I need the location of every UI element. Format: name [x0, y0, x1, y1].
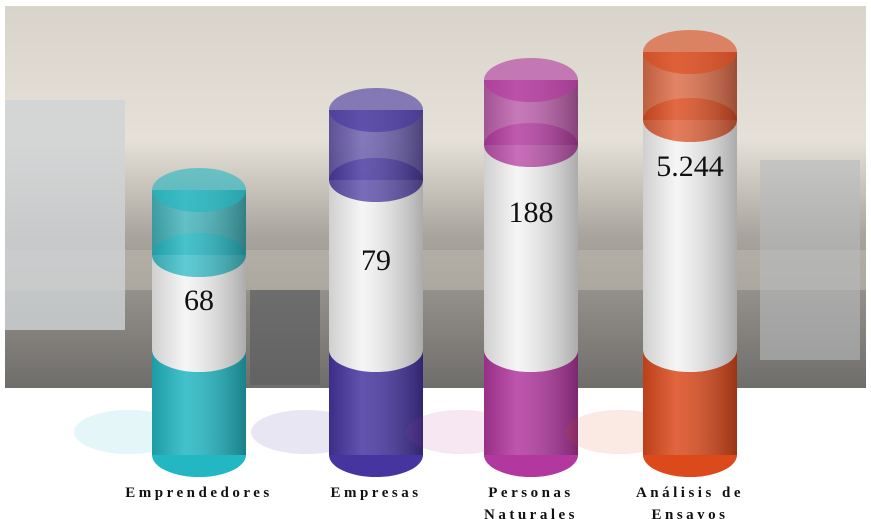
equipment	[5, 100, 125, 330]
cylinder-cap	[329, 88, 423, 132]
category-label: Empresas	[330, 485, 421, 501]
cylinder-cap	[643, 30, 737, 74]
category-label: Emprendedores	[125, 485, 272, 501]
cylinder-cap	[152, 168, 246, 212]
category-label: Naturales	[484, 507, 578, 519]
category-label: Personas	[488, 485, 574, 501]
cylinder-shade	[152, 190, 246, 455]
cylinder-cap	[484, 58, 578, 102]
cabinet	[250, 290, 320, 385]
value-label: 68	[184, 284, 214, 317]
equipment	[760, 160, 860, 360]
value-label: 188	[509, 196, 554, 229]
cylinder-shade	[329, 110, 423, 455]
category-label: Ensayos	[651, 507, 728, 519]
cylinder-shade	[643, 52, 737, 455]
cylinder-shade	[484, 80, 578, 455]
category-label: Análisis de	[636, 485, 744, 501]
value-label: 79	[361, 244, 391, 277]
value-label: 5.244	[656, 150, 724, 183]
